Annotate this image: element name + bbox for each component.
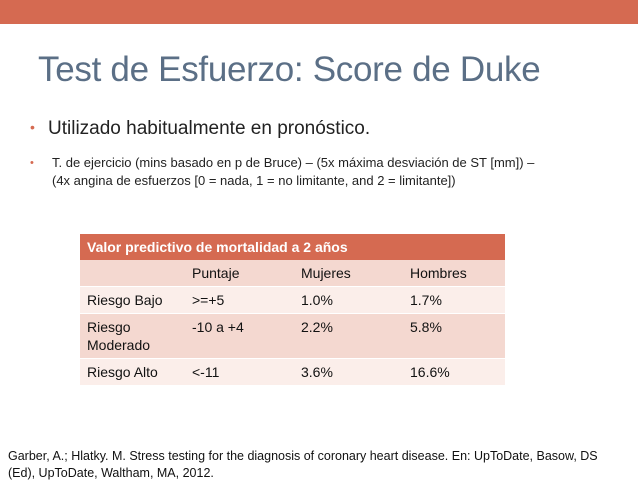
top-accent-bar (0, 0, 638, 24)
mortality-table: Valor predictivo de mortalidad a 2 años … (80, 234, 505, 385)
table-cell: 2.2% (294, 313, 403, 359)
table-cell: 3.6% (294, 358, 403, 385)
bullet-text: T. de ejercicio (mins basado en p de Bru… (52, 155, 535, 170)
table-cell: Riesgo Moderado (80, 313, 185, 359)
table-cell: 1.0% (294, 286, 403, 314)
table-cell (80, 260, 185, 287)
column-header: Puntaje (185, 260, 294, 287)
table-row: Puntaje Mujeres Hombres (80, 260, 505, 287)
bullet-item: • T. de ejercicio (mins basado en p de Br… (30, 154, 534, 190)
bullet-dot-icon: • (30, 157, 34, 169)
table-header-row: Valor predictivo de mortalidad a 2 años (80, 234, 505, 260)
slide-title: Test de Esfuerzo: Score de Duke (38, 50, 541, 89)
table-row: Riesgo Alto <-11 3.6% 16.6% (80, 358, 505, 385)
bullet-dot-icon: • (30, 119, 35, 135)
table-header: Valor predictivo de mortalidad a 2 años (80, 234, 505, 260)
bullet-item: • Utilizado habitualmente en pronóstico. (30, 118, 370, 140)
table-cell: <-11 (185, 358, 294, 385)
table-row: Riesgo Moderado -10 a +4 2.2% 5.8% (80, 313, 505, 359)
bullet-text-continuation: (4x angina de esfuerzos [0 = nada, 1 = n… (52, 173, 456, 188)
table-cell: -10 a +4 (185, 313, 294, 359)
table-cell: >=+5 (185, 286, 294, 314)
table-cell: Riesgo Bajo (80, 286, 185, 314)
column-header: Mujeres (294, 260, 403, 287)
table-cell: 1.7% (403, 286, 505, 314)
table-row: Riesgo Bajo >=+5 1.0% 1.7% (80, 286, 505, 314)
table-cell: 16.6% (403, 358, 505, 385)
table-cell: Riesgo Alto (80, 358, 185, 385)
bullet-text: Utilizado habitualmente en pronóstico. (48, 118, 371, 139)
column-header: Hombres (403, 260, 505, 287)
citation-text: Garber, A.; Hlatky. M. Stress testing fo… (8, 449, 598, 480)
table-cell: 5.8% (403, 313, 505, 359)
